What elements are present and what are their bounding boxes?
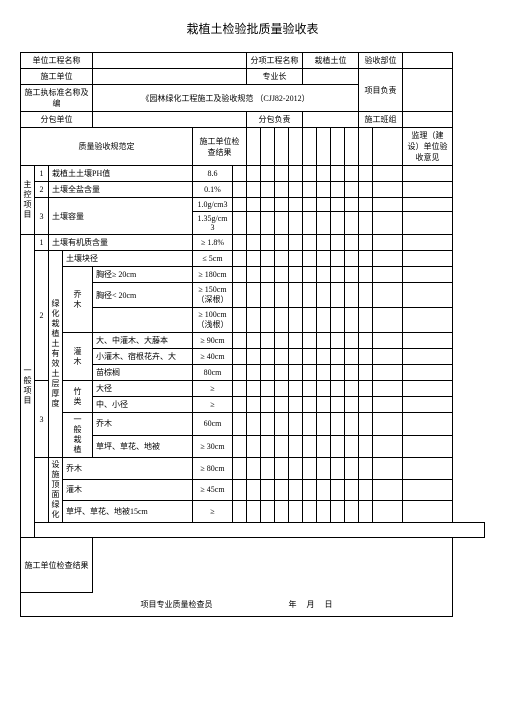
- subcontract-label: 分包单位: [21, 112, 93, 128]
- page-title: 栽植土检验批质量验收表: [20, 20, 485, 37]
- month-label: 月: [307, 600, 315, 609]
- inspection-table: 单位工程名称 分项工程名称 栽植土位 验收部位 施工单位 专业长 项目负责 施工…: [20, 52, 485, 617]
- day-label: 日: [325, 600, 333, 609]
- inspector-label: 项目专业质量检查员: [141, 600, 213, 609]
- main-r3-spec1: 1.0g/cm3: [193, 198, 233, 212]
- project-leader-label: 专业长: [247, 69, 303, 85]
- project-manager-value: [403, 69, 453, 112]
- y1a: 乔木: [93, 413, 193, 436]
- standard-value: 《园林绿化工程施工及验收规范 （CJJ82-2012）: [93, 85, 359, 112]
- gen-r1-name: 土壤有机质含量: [49, 235, 193, 251]
- main-r2-name: 土壤全盐含量: [49, 182, 193, 198]
- rf3b: ≥: [193, 501, 233, 523]
- q3b: ≥ 100cm（浅根）: [193, 308, 233, 333]
- z2b: ≥: [193, 397, 233, 413]
- g1a: 大、中灌木、大藤本: [93, 333, 193, 349]
- qiao-label: 乔木: [63, 267, 93, 333]
- project-leader-value: [303, 69, 359, 85]
- q3a: [93, 308, 193, 333]
- supervisor-label: 监理（建设）单位验收意见: [403, 128, 453, 166]
- gen-r1-spec: ≥ 1.8%: [193, 235, 233, 251]
- q2a: 胸径< 20cm: [93, 283, 193, 308]
- standard-label: 施工执标准名称及编: [21, 85, 93, 112]
- rf1a: 乔木: [63, 458, 193, 480]
- main-r2-spec: 0.1%: [193, 182, 233, 198]
- main-r3-no: 3: [35, 198, 49, 235]
- project-manager-label: 项目负责: [359, 69, 403, 112]
- construct-unit-value: [93, 69, 247, 85]
- check-result-value: [93, 538, 453, 593]
- inspect-dept-label: 验收部位: [359, 53, 403, 69]
- zhu-label: 竹类: [63, 381, 93, 413]
- y2a: 草坪、草花、地被: [93, 435, 193, 458]
- check-result-label: 施工单位检查结果: [21, 538, 93, 593]
- unit-project-label: 单位工程名称: [21, 53, 93, 69]
- g2b: ≥ 40cm: [193, 349, 233, 365]
- main-section-label: 主控项目: [21, 166, 35, 235]
- g2a: 小灌木、宿根花卉、大: [93, 349, 193, 365]
- y1b: 60cm: [193, 413, 233, 436]
- team-value: [403, 112, 453, 128]
- g3a: 苗棕榈: [93, 365, 193, 381]
- block-spec: ≤ 5cm: [193, 251, 233, 267]
- main-r1-no: 1: [35, 166, 49, 182]
- main-r3-name: 土壤容量: [49, 198, 193, 235]
- general-section-label: 一般项目: [21, 235, 35, 538]
- sub-project-value: 栽植土位: [303, 53, 359, 69]
- gen-r1-no: 1: [35, 235, 49, 251]
- rf2a: 灌木: [63, 479, 193, 501]
- main-r3-spec2: 1.35g/cm3: [193, 212, 233, 235]
- main-r1-spec: 8.6: [193, 166, 233, 182]
- construct-unit-label: 施工单位: [21, 69, 93, 85]
- rf1b: ≥ 80cm: [193, 458, 233, 480]
- q1b: ≥ 180cm: [193, 267, 233, 283]
- roof-label: 设施顶面绿化: [49, 458, 63, 523]
- main-r2-no: 2: [35, 182, 49, 198]
- gen-r3-no: 3: [35, 381, 49, 458]
- block-diameter: 土壤块径: [63, 251, 193, 267]
- z1b: ≥: [193, 381, 233, 397]
- rf2b: ≥ 45cm: [193, 479, 233, 501]
- main-r1-name: 栽植土土壤PH值: [49, 166, 193, 182]
- year-label: 年: [289, 600, 297, 609]
- gen-r2-group: 绿化栽植土有效土层厚度: [49, 251, 63, 458]
- quality-spec-label: 质量验收规范定: [21, 128, 193, 166]
- gen-r2-no: 2: [35, 251, 49, 381]
- q1a: 胸径≥ 20cm: [93, 267, 193, 283]
- rf3a: 草坪、草花、地被15cm: [63, 501, 193, 523]
- g1b: ≥ 90cm: [193, 333, 233, 349]
- subcontract-value: [93, 112, 247, 128]
- unit-check-label: 施工单位检查结果: [193, 128, 247, 166]
- z1a: 大径: [93, 381, 193, 397]
- y2b: ≥ 30cm: [193, 435, 233, 458]
- guan-label: 灌木: [63, 333, 93, 381]
- unit-project-value: [93, 53, 247, 69]
- q2b: ≥ 150cm（深根）: [193, 283, 233, 308]
- team-label: 施工班组: [359, 112, 403, 128]
- inspect-dept-value: [403, 53, 453, 69]
- sub-project-label: 分项工程名称: [247, 53, 303, 69]
- subcontract-leader-value: [303, 112, 359, 128]
- g3b: 80cm: [193, 365, 233, 381]
- yb-label: 一般栽植: [63, 413, 93, 458]
- z2a: 中、小径: [93, 397, 193, 413]
- subcontract-leader-label: 分包负责: [247, 112, 303, 128]
